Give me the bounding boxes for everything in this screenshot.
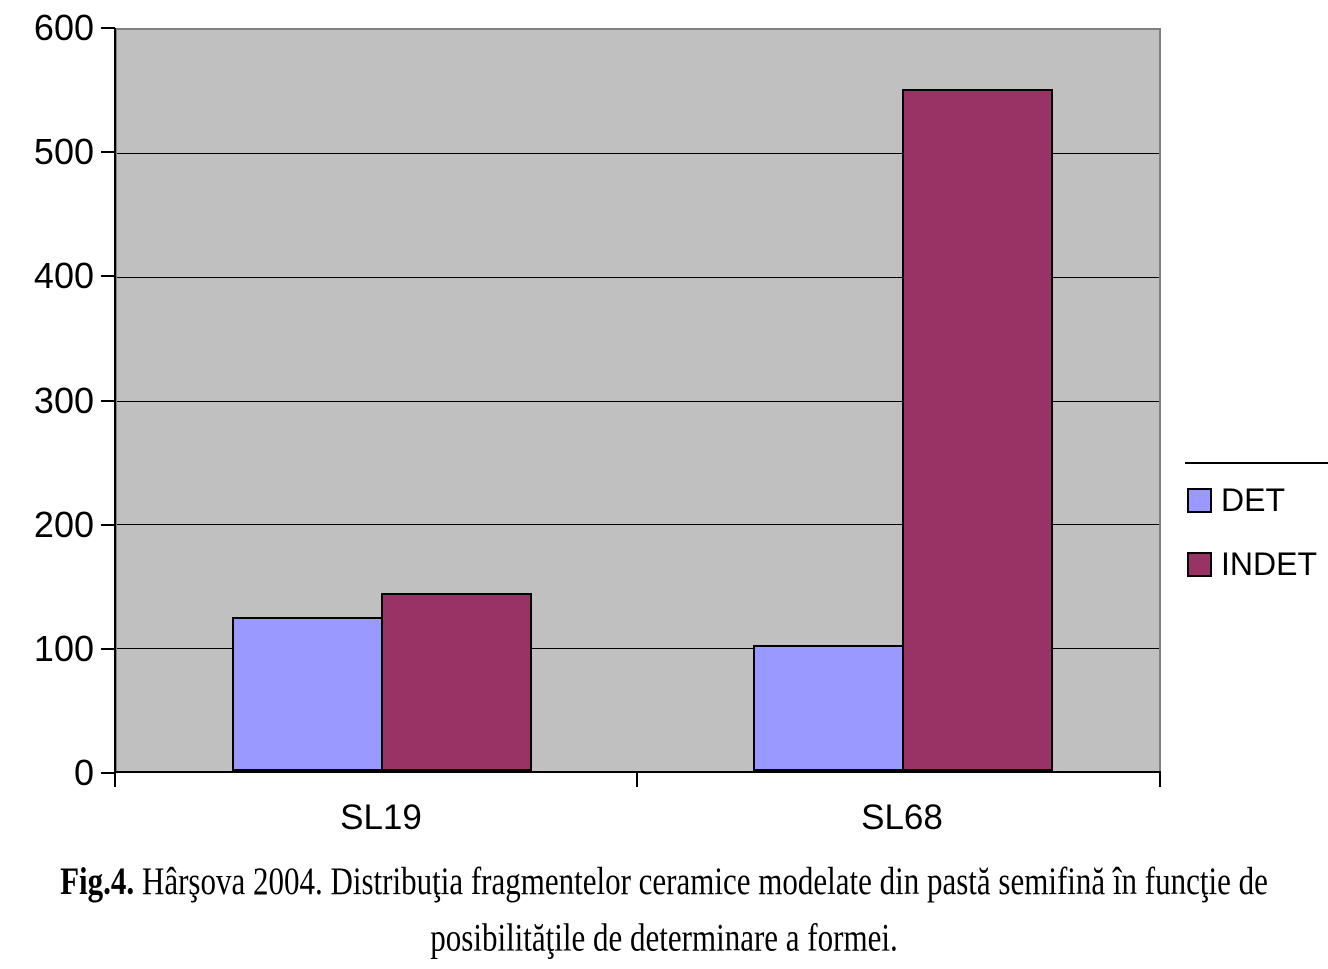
- caption-line-1: Fig.4. Hârşova 2004. Distribuţia fragmen…: [0, 854, 1328, 910]
- y-axis-tick: [101, 275, 115, 277]
- y-axis-label-100: 100: [33, 628, 94, 669]
- caption-line-2: posibilităţile de determinare a formei.: [430, 915, 898, 959]
- y-axis-label-400: 400: [33, 255, 94, 296]
- x-axis-tick: [114, 773, 116, 787]
- y-axis-tick: [101, 151, 115, 153]
- y-axis-label-300: 300: [33, 380, 94, 421]
- bar-sl68-indet: [902, 89, 1053, 771]
- figure-caption: Fig.4. Hârşova 2004. Distribuţia fragmen…: [0, 854, 1328, 966]
- x-axis-label-sl19: SL19: [340, 798, 422, 837]
- y-axis-label-600: 600: [33, 7, 94, 48]
- legend: DET INDET: [1185, 462, 1328, 642]
- y-axis-label-200: 200: [33, 504, 94, 545]
- x-axis-tick: [636, 773, 638, 787]
- legend-swatch-indet: [1187, 552, 1212, 577]
- y-axis-line: [114, 28, 116, 773]
- legend-label-det: DET: [1221, 482, 1285, 518]
- legend-swatch-det: [1187, 488, 1212, 513]
- x-axis-tick: [1159, 773, 1161, 787]
- y-axis-tick: [101, 772, 115, 774]
- gridline-100: [117, 648, 1159, 649]
- y-axis-tick: [101, 648, 115, 650]
- legend-line: [1185, 462, 1328, 464]
- legend-item-indet: INDET: [1187, 546, 1317, 583]
- bar-sl19-det: [232, 617, 383, 771]
- caption-line-1-text: Hârşova 2004. Distribuţia fragmentelor c…: [134, 859, 1268, 903]
- x-axis-label-sl68: SL68: [861, 798, 943, 837]
- y-axis-tick: [101, 524, 115, 526]
- bar-sl19-indet: [381, 593, 532, 771]
- gridline-200: [117, 524, 1159, 525]
- gridline-500: [117, 153, 1159, 154]
- y-axis-tick: [101, 27, 115, 29]
- bar-sl68-det: [753, 645, 904, 771]
- gridline-300: [117, 401, 1159, 402]
- plot-area: [115, 28, 1161, 773]
- legend-label-indet: INDET: [1221, 546, 1317, 582]
- gridline-400: [117, 277, 1159, 278]
- x-axis-line: [114, 771, 1161, 773]
- y-axis-label-0: 0: [73, 752, 94, 793]
- caption-prefix: Fig.4.: [60, 859, 135, 903]
- y-axis-label-500: 500: [33, 131, 94, 172]
- legend-item-det: DET: [1187, 482, 1285, 519]
- y-axis-tick: [101, 400, 115, 402]
